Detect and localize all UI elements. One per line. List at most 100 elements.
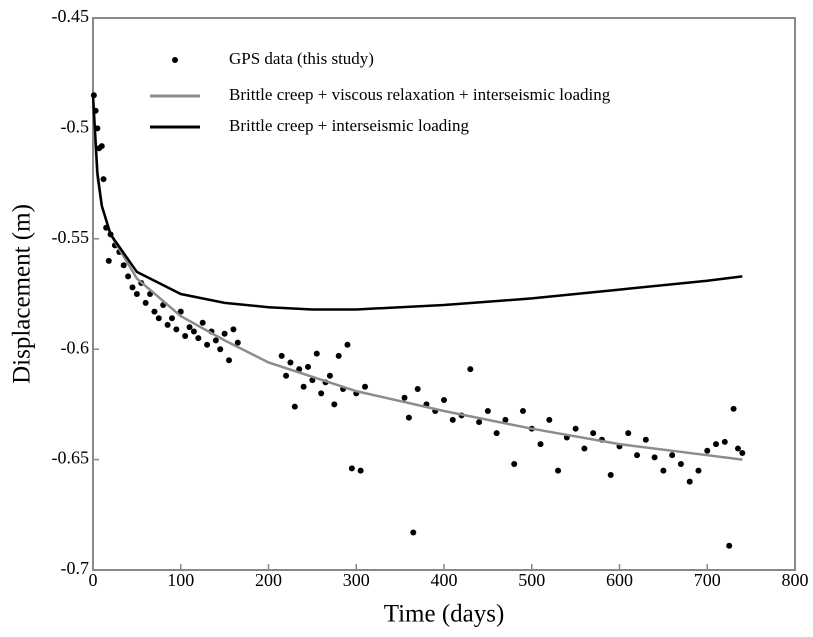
legend-label: Brittle creep + interseismic loading — [229, 116, 469, 135]
gps-point — [204, 341, 211, 348]
gps-point — [331, 401, 338, 408]
legend-label: GPS data (this study) — [229, 49, 374, 68]
gps-point — [669, 452, 676, 459]
gps-point — [155, 315, 162, 322]
gps-point — [511, 461, 518, 468]
gps-point — [414, 385, 421, 392]
gps-point — [195, 335, 202, 342]
gps-point — [695, 467, 702, 474]
gps-point — [186, 324, 193, 331]
gps-point — [721, 438, 728, 445]
gps-point — [335, 352, 342, 359]
gps-point — [555, 467, 562, 474]
gps-point — [291, 403, 298, 410]
gps-point — [704, 447, 711, 454]
gps-point — [660, 467, 667, 474]
gps-point — [401, 394, 408, 401]
y-axis-title: Displacement (m) — [9, 204, 36, 384]
gps-point — [686, 478, 693, 485]
gps-point — [607, 472, 614, 479]
gps-point — [226, 357, 233, 364]
gps-point — [173, 326, 180, 333]
gps-point — [283, 372, 290, 379]
gps-point — [230, 326, 237, 333]
legend-label: Brittle creep + viscous relaxation + int… — [229, 85, 611, 104]
gps-point — [739, 449, 746, 456]
gps-point — [100, 176, 107, 183]
gps-point — [199, 319, 206, 326]
y-tick-label: -0.65 — [52, 448, 90, 468]
x-tick-label: 400 — [431, 570, 458, 590]
gps-point — [642, 436, 649, 443]
legend-marker — [172, 57, 178, 63]
gps-point — [344, 341, 351, 348]
y-tick-label: -0.55 — [52, 227, 90, 247]
x-tick-label: 800 — [782, 570, 809, 590]
gps-point — [190, 328, 197, 335]
gps-point — [348, 465, 355, 472]
x-tick-label: 500 — [518, 570, 545, 590]
gps-point — [182, 332, 189, 339]
gps-point — [467, 366, 474, 373]
gps-point — [129, 284, 136, 291]
gps-point — [651, 454, 658, 461]
gps-point — [726, 542, 733, 549]
y-tick-label: -0.7 — [61, 558, 90, 578]
gps-point — [484, 408, 491, 415]
model-line — [91, 95, 743, 311]
gps-point — [296, 366, 303, 373]
gps-point — [502, 416, 509, 423]
gps-point — [234, 339, 241, 346]
gps-point — [362, 383, 369, 390]
x-tick-label: 600 — [606, 570, 633, 590]
gps-point — [105, 257, 112, 264]
gps-point — [405, 414, 412, 421]
model-line — [91, 106, 743, 461]
gps-point — [730, 405, 737, 412]
gps-point — [120, 262, 127, 269]
gps-point — [493, 430, 500, 437]
gps-point — [734, 445, 741, 452]
gps-point — [221, 330, 228, 337]
gps-point — [677, 461, 684, 468]
gps-point — [309, 377, 316, 384]
x-tick-label: 300 — [343, 570, 370, 590]
gps-point — [519, 408, 526, 415]
gps-point — [278, 352, 285, 359]
gps-point — [304, 363, 311, 370]
gps-point — [98, 143, 105, 150]
gps-point — [326, 372, 333, 379]
gps-point — [142, 299, 149, 306]
gps-point — [581, 445, 588, 452]
x-tick-label: 700 — [694, 570, 721, 590]
gps-point — [634, 452, 641, 459]
x-axis-title: Time (days) — [384, 601, 505, 628]
gps-point — [357, 467, 364, 474]
y-tick-label: -0.6 — [61, 337, 90, 357]
gps-point — [713, 441, 720, 448]
gps-point — [318, 390, 325, 397]
gps-point — [625, 430, 632, 437]
gps-point — [212, 337, 219, 344]
gps-point — [125, 273, 132, 280]
gps-point — [590, 430, 597, 437]
x-tick-label: 0 — [89, 570, 98, 590]
x-tick-label: 200 — [255, 570, 282, 590]
gps-point — [133, 291, 140, 297]
y-tick-label: -0.45 — [52, 6, 90, 26]
gps-point — [164, 321, 171, 328]
gps-point — [410, 529, 417, 536]
gps-point — [287, 359, 294, 366]
gps-point — [300, 383, 307, 390]
gps-point — [168, 315, 175, 322]
gps-point — [441, 396, 447, 403]
gps-point — [313, 350, 320, 357]
x-tick-label: 100 — [167, 570, 194, 590]
gps-point — [537, 441, 544, 448]
gps-point — [572, 425, 579, 432]
gps-point — [449, 416, 456, 423]
gps-point — [151, 308, 158, 315]
gps-point — [217, 346, 224, 353]
